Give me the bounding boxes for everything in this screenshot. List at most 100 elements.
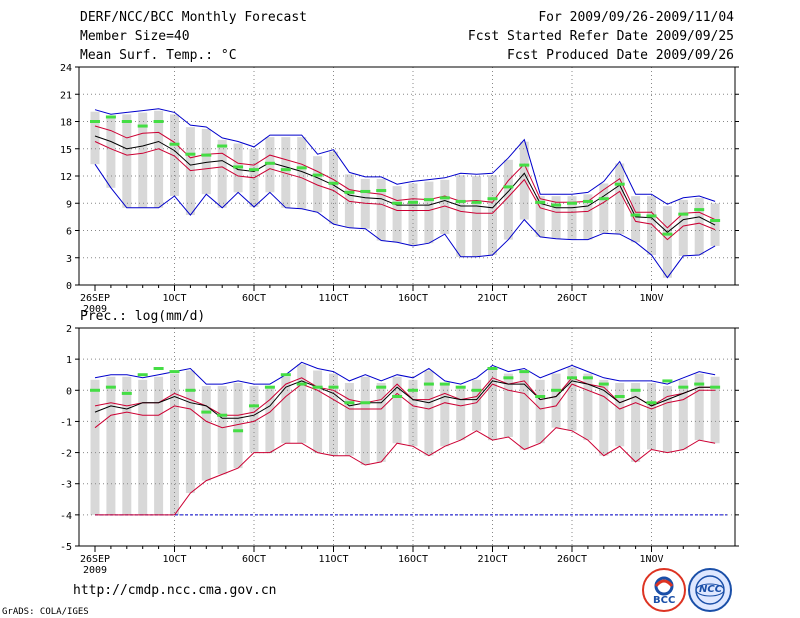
spread-box	[567, 196, 577, 240]
y-tick-label: 3	[66, 254, 72, 265]
spread-box	[106, 376, 116, 515]
spread-box	[519, 370, 529, 450]
spread-box	[567, 367, 577, 431]
x-tick-label: 11OCT	[318, 293, 348, 304]
spread-box	[313, 156, 323, 213]
spread-box	[201, 128, 211, 195]
y-tick-label: 1	[66, 355, 72, 366]
spread-box	[265, 386, 275, 453]
y-tick-label: 2	[66, 324, 72, 335]
max-series-line	[94, 361, 716, 385]
spread-box	[615, 382, 625, 447]
spread-box	[662, 206, 672, 278]
spread-box	[217, 139, 227, 208]
upper-series-line	[94, 125, 716, 229]
spread-box	[138, 379, 148, 515]
spread-box	[313, 370, 323, 453]
y-tick-label: 18	[60, 118, 72, 129]
spread-box	[424, 181, 434, 244]
spread-box	[615, 163, 625, 235]
y-tick-label: 0	[66, 281, 72, 292]
spread-box	[440, 382, 450, 447]
lower-series-line	[94, 141, 716, 241]
y-tick-label: 24	[60, 63, 72, 74]
spread-box	[583, 194, 593, 240]
spread-box	[503, 373, 513, 437]
min-series-line	[94, 163, 716, 279]
spread-box	[392, 376, 402, 444]
y-tick-label: -1	[60, 417, 72, 428]
spread-box	[535, 379, 545, 444]
x-tick-label: 1NOV	[639, 554, 663, 565]
spread-box	[678, 199, 688, 256]
x-tick-year: 2009	[83, 304, 107, 315]
spread-box	[360, 376, 370, 466]
x-tick-label: 26SEP	[80, 554, 110, 565]
plot-frame	[78, 327, 736, 547]
y-tick-label: -2	[60, 449, 72, 460]
x-tick-year: 2009	[83, 565, 107, 576]
y-tick-label: 6	[66, 227, 72, 238]
spread-box	[281, 137, 291, 208]
spread-box	[138, 112, 148, 208]
spread-box	[249, 386, 259, 453]
spread-box	[392, 186, 402, 243]
spread-box	[90, 379, 100, 515]
spread-box	[217, 386, 227, 475]
x-tick-label: 26OCT	[557, 293, 587, 304]
y-tick-label: 21	[60, 90, 72, 101]
spread-box	[678, 379, 688, 450]
max-series-line	[94, 108, 716, 205]
bcc-logo: BCC	[642, 568, 686, 612]
spread-box	[551, 196, 561, 239]
spread-box	[122, 114, 132, 208]
lower-series-line	[94, 383, 716, 429]
x-tick-label: 16OCT	[398, 554, 428, 565]
spread-box	[472, 379, 482, 431]
spread-box	[233, 382, 243, 469]
spread-box	[472, 176, 482, 257]
spread-box	[456, 175, 466, 257]
spread-box	[694, 373, 704, 441]
y-tick-label: 0	[66, 386, 72, 397]
upper-series-line	[94, 377, 716, 416]
y-tick-label: -5	[60, 542, 72, 553]
x-tick-label: 26SEP	[80, 293, 110, 304]
spread-box	[154, 110, 164, 208]
spread-box	[122, 376, 132, 515]
source-url[interactable]: http://cmdp.ncc.cma.gov.cn	[73, 583, 277, 598]
panel1-variable: Mean Surf. Temp.: °C	[80, 48, 237, 63]
forecast-produced-date: Fcst Produced Date 2009/09/26	[507, 48, 734, 63]
spread-box	[281, 376, 291, 444]
spread-box	[376, 382, 386, 462]
forecast-started-date: Fcst Started Refer Date 2009/09/25	[467, 29, 734, 44]
x-tick-label: 6OCT	[242, 554, 266, 565]
x-tick-label: 26OCT	[557, 554, 587, 565]
spread-box	[440, 179, 450, 235]
spread-box	[631, 382, 641, 462]
spread-box	[329, 373, 338, 456]
mean-series-line	[94, 380, 716, 419]
spread-box	[376, 178, 386, 241]
y-tick-label: -3	[60, 480, 72, 491]
bcc-logo-text: BCC	[653, 595, 676, 606]
spread-box	[297, 137, 307, 209]
x-tick-label: 21OCT	[477, 293, 507, 304]
forecast-period: For 2009/09/26-2009/11/04	[538, 10, 734, 25]
ncc-logo-text: NCC	[699, 584, 723, 595]
y-tick-label: 15	[60, 145, 72, 156]
panel2-variable: Prec.: log(mm/d)	[80, 309, 206, 324]
x-tick-label: 1NOV	[639, 293, 663, 304]
spread-box	[90, 111, 100, 165]
x-tick-label: 16OCT	[398, 293, 428, 304]
chart-title: DERF/NCC/BCC Monthly Forecast	[80, 10, 307, 25]
mean-series-line	[94, 135, 716, 233]
spread-box	[408, 183, 418, 246]
member-size: Member Size=40	[80, 29, 190, 44]
spread-box	[185, 370, 195, 494]
spread-box	[710, 376, 720, 444]
spread-box	[599, 183, 609, 234]
spread-box	[694, 197, 704, 256]
x-tick-label: 6OCT	[242, 293, 266, 304]
spread-box	[488, 367, 497, 441]
